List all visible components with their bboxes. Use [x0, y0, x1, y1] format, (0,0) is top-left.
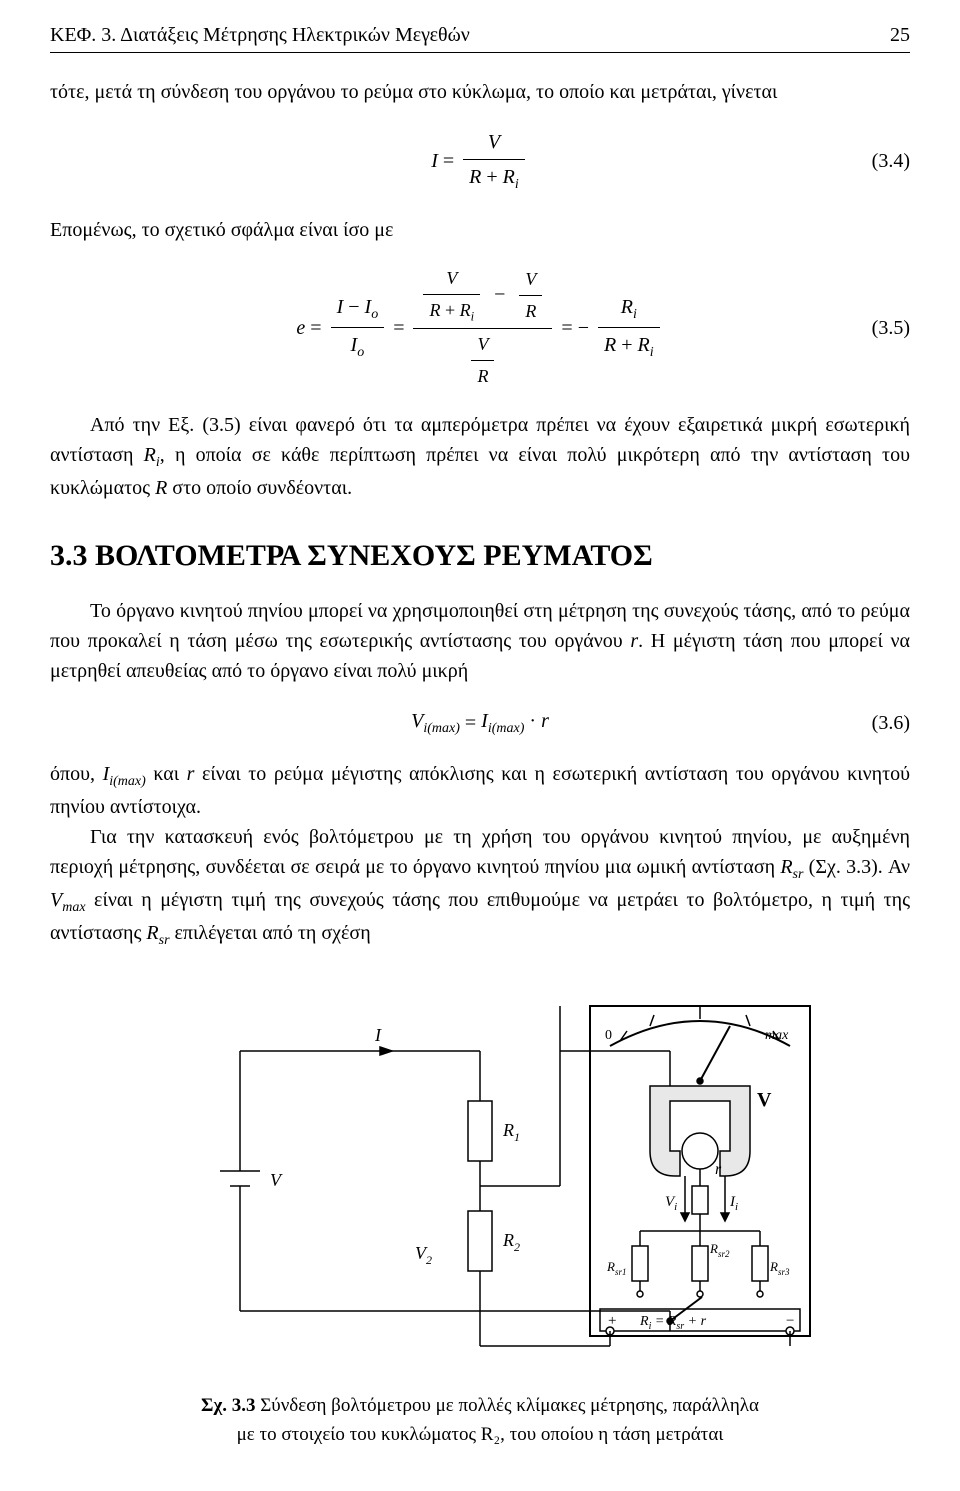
eq34-fraction: V R + Ri: [463, 127, 525, 195]
label-Ii: Ii: [729, 1194, 738, 1213]
eq34-equals: =: [438, 146, 459, 176]
figure-caption-line2: με το στοιχείο του κυκλώματος R₂, του οπ…: [237, 1424, 724, 1445]
para-3: Από την Εξ. (3.5) είναι φανερό ότι τα αμ…: [50, 410, 910, 503]
label-Rsr3: Rsr3: [769, 1259, 790, 1277]
figure-caption: Σχ. 3.3 Σύνδεση βολτόμετρου με πολλές κλ…: [50, 1392, 910, 1449]
label-V: V: [270, 1170, 283, 1190]
label-R2: R2: [502, 1230, 520, 1254]
label-minus: −: [786, 1313, 794, 1329]
label-meter-V: V: [757, 1089, 772, 1111]
para-5a: όπου,: [50, 763, 103, 785]
eq35-frac2: V R + Ri − V R V R: [413, 265, 552, 390]
para-3c: στο οποίο συνδέονται.: [167, 477, 352, 499]
label-R1: R1: [502, 1120, 520, 1144]
equation-3-5: e = I − Io Io = V R + Ri − V R V R = − R…: [50, 265, 910, 390]
label-Vi: Vi: [665, 1194, 677, 1213]
para-6b: (Σχ. 3.3). Αν: [803, 856, 910, 878]
label-I: I: [374, 1025, 382, 1045]
para-1-text: τότε, μετά τη σύνδεση του οργάνου το ρεύ…: [50, 81, 777, 103]
header-page-number: 25: [890, 20, 910, 50]
label-Rsr2: Rsr2: [709, 1241, 730, 1259]
label-V2: V2: [415, 1243, 432, 1267]
label-plus: +: [608, 1313, 616, 1329]
figure-3-3: I V V2 R1 R2 0 max V r Vi Ii Rsr1 Rsr2 R…: [50, 991, 910, 1449]
eq36-rhs: Ii(max) · r: [481, 706, 549, 739]
para-6: Για την κατασκευή ενός βολτόμετρου με τη…: [50, 822, 910, 951]
eq36-lhs: Vi(max): [411, 706, 460, 739]
eq35-number: (3.5): [872, 313, 910, 343]
eq34-number: (3.4): [872, 146, 910, 176]
para-5: όπου, Ii(max) και r είναι το ρεύμα μέγισ…: [50, 759, 910, 822]
para-5b: και: [146, 763, 187, 785]
para-6d: επιλέγεται από τη σχέση: [170, 922, 371, 944]
eq35-frac3: Ri R + Ri: [598, 292, 660, 363]
label-r: r: [715, 1161, 722, 1178]
eq36-number: (3.6): [872, 708, 910, 738]
eq34-den: R + Ri: [463, 160, 525, 195]
eq35-frac1: I − Io Io: [331, 292, 385, 363]
label-Rsr1: Rsr1: [606, 1259, 626, 1277]
circuit-diagram: I V V2 R1 R2 0 max V r Vi Ii Rsr1 Rsr2 R…: [130, 991, 830, 1371]
para-2-text: Επομένως, το σχετικό σφάλμα είναι ίσο με: [50, 219, 393, 241]
para-1: τότε, μετά τη σύνδεση του οργάνου το ρεύ…: [50, 77, 910, 107]
figure-caption-line1: Σύνδεση βολτόμετρου με πολλές κλίμακες μ…: [256, 1395, 759, 1416]
header-left: ΚΕΦ. 3. Διατάξεις Μέτρησης Ηλεκτρικών Με…: [50, 20, 470, 50]
para-2: Επομένως, το σχετικό σφάλμα είναι ίσο με: [50, 215, 910, 245]
equation-3-6: Vi(max) = Ii(max) · r (3.6): [50, 706, 910, 739]
label-zero: 0: [605, 1028, 612, 1043]
eq35-e: e: [296, 313, 305, 343]
label-max: max: [765, 1028, 789, 1043]
figure-caption-label: Σχ. 3.3: [201, 1395, 255, 1416]
section-heading-3-3: 3.3 ΒΟΛΤΟΜΕΤΡΑ ΣΥΝΕΧΟΥΣ ΡΕΥΜΑΤΟΣ: [50, 533, 910, 578]
equation-3-4: I = V R + Ri (3.4): [50, 127, 910, 195]
eq34-num: V: [463, 127, 525, 160]
para-4: Το όργανο κινητού πηνίου μπορεί να χρησι…: [50, 596, 910, 686]
label-bottom-eq: Ri = Rsr + r: [639, 1314, 707, 1332]
page-header: ΚΕΦ. 3. Διατάξεις Μέτρησης Ηλεκτρικών Με…: [50, 20, 910, 53]
eq34-lhs-I: I: [431, 146, 438, 176]
